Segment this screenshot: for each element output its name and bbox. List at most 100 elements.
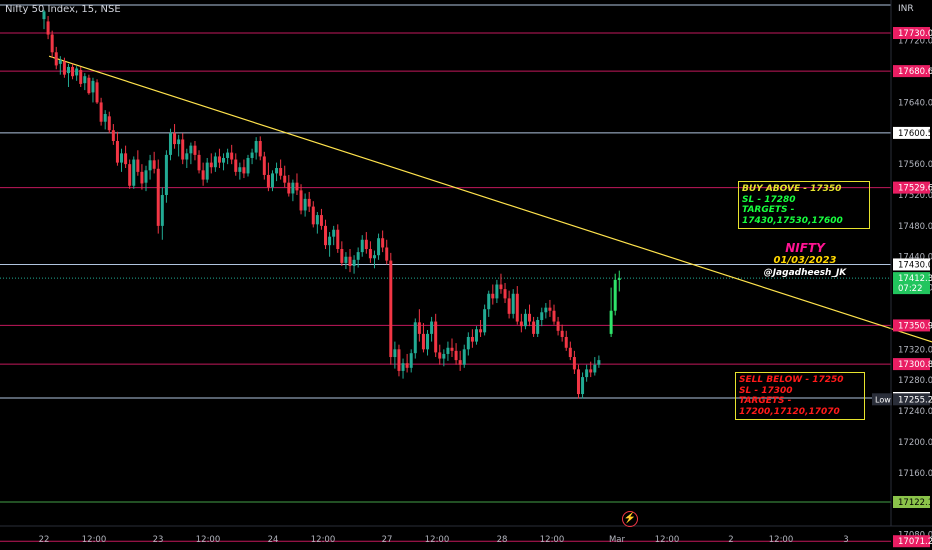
candle-body-124 [548, 307, 552, 311]
low-tag [872, 393, 892, 406]
candle-body-117 [519, 321, 523, 327]
candle-body-29 [160, 195, 164, 226]
y-tick-label-9: 17240.00 [898, 407, 932, 417]
candle-body-129 [568, 347, 572, 358]
candle-body-135 [593, 364, 597, 373]
candle-body-24 [140, 171, 144, 184]
buy-signal-box: BUY ABOVE - 17350 SL - 17280 TARGETS - 1… [738, 181, 870, 229]
x-tick-label-2: 23 [153, 535, 164, 545]
candle-body-2 [50, 34, 54, 53]
candle-body-95 [430, 321, 434, 334]
candle-body-36 [189, 145, 193, 154]
candle-body-120 [532, 321, 536, 334]
candle-body-46 [230, 152, 234, 160]
current-price-label: 17412.30 [898, 274, 932, 284]
buy-targets-text: TARGETS - 17430,17530,17600 [742, 205, 843, 226]
candle-body-8 [75, 68, 79, 76]
candle-body-6 [66, 66, 70, 74]
candle-body-16 [107, 116, 111, 131]
candle-body-112 [499, 284, 503, 290]
y-tick-label-7: 17320.00 [898, 345, 932, 355]
trendline[interactable] [48, 55, 932, 388]
candle-body-15 [103, 114, 107, 122]
level-tag-4 [893, 258, 930, 271]
candle-body-26 [148, 160, 152, 171]
level-price-tags: 17730.00 17680.60 17600.50 17529.60 17430.00… [872, 27, 932, 548]
lightning-icon[interactable]: ⚡ [622, 511, 638, 527]
candle-body-93 [421, 333, 425, 350]
candle-body-139 [617, 278, 621, 280]
candle-body-136 [597, 360, 601, 365]
y-tick-label-1: 17640.00 [898, 98, 932, 108]
candle-body-103 [462, 349, 466, 365]
candle-body-130 [572, 357, 576, 370]
candle-body-87 [397, 349, 401, 371]
symbol-annotation: NIFTY [785, 241, 825, 255]
y-tick-label-8: 17280.00 [898, 376, 932, 386]
candle-body-82 [377, 238, 381, 256]
current-price-tag [893, 272, 930, 295]
x-tick-label-0: 22 [39, 535, 50, 545]
candle-body-3 [54, 52, 58, 66]
chart-title: Nifty 50 Index, 15, NSE [5, 4, 121, 15]
candle-body-60 [287, 182, 291, 194]
candle-body-38 [197, 154, 201, 171]
x-tick-label-14: 3 [843, 535, 848, 545]
candle-body-48 [238, 167, 242, 172]
candle-body-21 [128, 164, 132, 186]
candle-body-53 [258, 141, 262, 157]
handle-annotation: @Jagadheesh_JK [763, 268, 847, 278]
date-annotation: 01/03/2023 [773, 255, 837, 266]
candle-body-101 [454, 350, 458, 361]
time-axis[interactable]: 22 12:00 23 12:00 24 12:00 27 12:00 28 12:00 Mar 12… [39, 535, 849, 545]
candle-body-27 [152, 160, 156, 169]
candle-body-98 [442, 353, 446, 359]
candle-body-105 [470, 336, 474, 342]
y-tick-label-4: 17480.00 [898, 222, 932, 232]
level-tag-label-0: 17730.00 [898, 29, 932, 39]
candle-body-77 [356, 252, 360, 260]
candle-body-69 [324, 225, 328, 246]
candle-body-10 [83, 76, 87, 84]
candle-body-90 [409, 353, 413, 368]
candle-body-102 [458, 360, 462, 365]
candle-body-67 [315, 215, 319, 225]
candle-body-37 [193, 145, 197, 155]
candle-body-20 [124, 153, 128, 165]
candle-body-17 [111, 130, 115, 142]
candle-body-126 [556, 321, 560, 331]
x-tick-label-1: 12:00 [82, 535, 107, 545]
candle-body-45 [226, 152, 230, 158]
candle-body-86 [393, 349, 397, 358]
candle-body-128 [564, 336, 568, 348]
candle-body-55 [266, 174, 270, 188]
sell-sl-text: SL - 17300 [739, 385, 793, 396]
candle-body-106 [474, 329, 478, 342]
candle-body-88 [401, 363, 405, 371]
candle-body-43 [217, 156, 221, 163]
candle-body-34 [181, 139, 185, 160]
candle-body-39 [201, 170, 205, 180]
candle-body-68 [319, 215, 323, 226]
x-tick-label-4: 24 [268, 535, 279, 545]
candle-body-1 [46, 21, 50, 35]
sell-below-text: SELL BELOW - 17250 [739, 375, 844, 385]
level-tag-label-6: 17300.85 [898, 360, 932, 370]
x-tick-label-8: 28 [497, 535, 508, 545]
candle-body-114 [507, 298, 511, 314]
candle-body-122 [540, 312, 544, 320]
candle-body-63 [299, 190, 303, 211]
candle-body-42 [213, 156, 217, 168]
candle-body-33 [177, 139, 181, 145]
level-tag-2 [893, 126, 930, 139]
candle-body-19 [120, 153, 124, 163]
candle-body-59 [283, 175, 287, 183]
level-tag-6 [893, 358, 930, 371]
candle-body-41 [209, 162, 213, 168]
level-tag-5 [893, 319, 930, 332]
x-tick-label-9: 12:00 [540, 535, 565, 545]
candle-body-14 [99, 102, 103, 122]
countdown-label: 07:22 [898, 284, 923, 294]
